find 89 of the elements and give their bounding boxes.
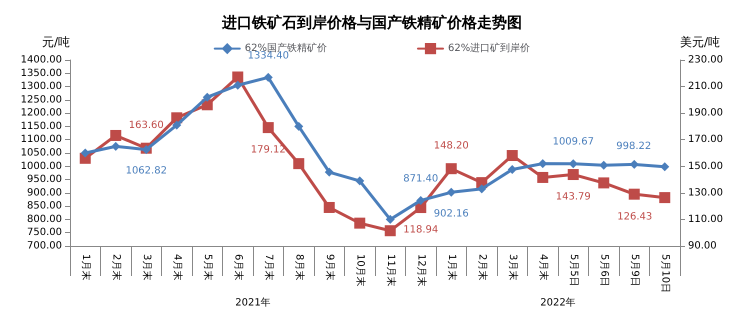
y2-axis-title: 美元/吨 <box>680 35 720 49</box>
y-tick-label: 1200.00 <box>20 108 62 119</box>
point <box>506 150 518 162</box>
point <box>628 188 640 200</box>
y2-tick-label: 230.00 <box>688 54 723 66</box>
point <box>355 176 364 186</box>
data-label: 1334.40 <box>248 50 289 62</box>
y-tick-label: 1100.00 <box>20 134 62 146</box>
x-tick-label: 9月末 <box>324 254 336 280</box>
point <box>386 214 395 224</box>
x-tick-label: 2月末 <box>476 254 488 280</box>
point <box>477 184 486 194</box>
legend-label: 62%进口矿到岸价 <box>448 42 530 54</box>
y-tick-label: 1350.00 <box>20 68 62 79</box>
data-label: 126.43 <box>617 212 652 223</box>
x-tick-label: 8月末 <box>293 254 306 280</box>
data-label: 148.20 <box>434 140 469 152</box>
x-tick-label: 5月末 <box>202 254 214 280</box>
y-tick-label: 1300.00 <box>20 81 62 92</box>
data-label: 1062.82 <box>126 166 167 177</box>
data-label: 871.40 <box>403 173 438 184</box>
y-tick-label: 700.00 <box>27 240 62 252</box>
data-label: 1009.67 <box>552 136 594 148</box>
y2-tick-label: 210.00 <box>688 81 723 92</box>
y-tick-label: 800.00 <box>27 214 62 225</box>
data-label: 163.60 <box>128 120 164 132</box>
y-tick-label: 1400.00 <box>20 54 62 66</box>
point <box>232 72 244 83</box>
y-tick-label: 900.00 <box>27 187 62 198</box>
point <box>446 188 456 197</box>
point <box>324 168 334 177</box>
x-tick-label: 5月6日 <box>598 254 610 287</box>
point <box>537 172 548 183</box>
data-label: 143.79 <box>556 192 591 203</box>
x-tick-label: 5月5日 <box>568 254 579 287</box>
x-tick-label: 4月末 <box>537 254 550 280</box>
x-tick-label: 3月末 <box>140 254 153 280</box>
x-tick-label: 2月末 <box>110 254 122 280</box>
y-axis-title: 元/吨 <box>42 35 70 49</box>
point <box>598 177 610 188</box>
x-tick-label: 1月末 <box>80 254 92 280</box>
x-tick-label: 7月末 <box>262 254 275 280</box>
y-tick-label: 950.00 <box>27 174 62 186</box>
x-tick-label: 10月末 <box>354 254 366 287</box>
data-label: 902.16 <box>434 208 469 220</box>
point <box>264 72 273 82</box>
y-tick-label: 850.00 <box>27 200 62 212</box>
point <box>659 192 670 204</box>
x-tick-label: 1月末 <box>446 254 458 280</box>
data-label: 118.94 <box>403 224 438 236</box>
x-tick-label: 12月末 <box>415 254 428 287</box>
point <box>294 122 304 131</box>
x-tick-label: 6月末 <box>232 254 244 280</box>
text: 2022年 <box>540 296 576 308</box>
y2-tick-label: 170.00 <box>688 134 723 146</box>
point <box>202 92 212 102</box>
point <box>354 218 366 229</box>
y-tick-label: 1250.00 <box>20 94 62 106</box>
point <box>110 130 122 141</box>
point <box>446 163 457 174</box>
chart-title: 进口铁矿石到岸价格与国产铁精矿价格走势图 <box>221 14 522 32</box>
point <box>568 169 579 180</box>
x-tick-label: 3月末 <box>506 254 519 280</box>
y2-tick-label: 130.00 <box>688 187 723 198</box>
point <box>233 80 242 90</box>
point <box>262 122 274 134</box>
point <box>508 164 517 174</box>
x-tick-label: 4月末 <box>171 254 184 280</box>
point <box>416 196 426 205</box>
point <box>80 148 90 158</box>
y2-tick-label: 190.00 <box>688 108 723 119</box>
x-tick-label: 5月9日 <box>628 254 640 287</box>
data-label: 998.22 <box>616 140 652 152</box>
y-tick-label: 1150.00 <box>20 120 62 132</box>
y-tick-label: 1000.00 <box>20 160 62 172</box>
point <box>111 142 120 151</box>
x-tick-label: 11月末 <box>384 254 397 287</box>
point <box>324 202 335 213</box>
y-tick-label: 750.00 <box>27 227 62 238</box>
point <box>142 145 151 154</box>
y2-tick-label: 150.00 <box>688 160 723 172</box>
y2-tick-label: 90.00 <box>688 240 717 252</box>
point <box>172 120 182 130</box>
text: 2021年 <box>235 296 271 308</box>
point <box>293 158 304 170</box>
y-tick-label: 1050.00 <box>20 148 62 158</box>
point <box>384 225 396 236</box>
x-tick-label: 5月10日 <box>659 254 670 294</box>
y2-tick-label: 110.00 <box>688 214 723 225</box>
